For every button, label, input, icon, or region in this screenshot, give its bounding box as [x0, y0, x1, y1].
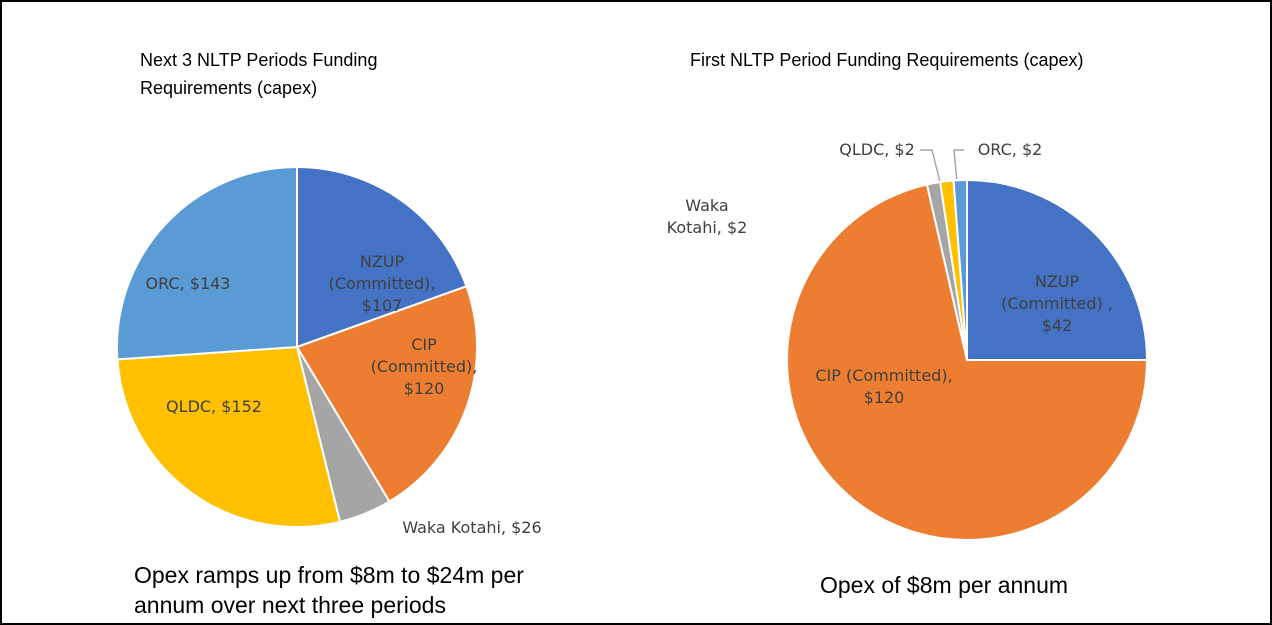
data-label: NZUP (Committed) , $42 — [1001, 272, 1113, 335]
pie-slice — [116, 345, 342, 528]
leader-line — [920, 149, 941, 183]
pie-slice — [966, 178, 1149, 361]
data-label: CIP (Committed), $120 — [815, 366, 953, 407]
note: Opex ramps up from $8m to $24m per annum… — [134, 562, 524, 618]
chart-title: First NLTP Period Funding Requirements (… — [690, 50, 1084, 70]
pie-slice — [786, 183, 1149, 541]
data-label: QLDC, $2 — [839, 140, 915, 159]
data-label: ORC, $143 — [145, 274, 231, 293]
data-label: CIP (Committed), $120 — [370, 335, 478, 398]
data-label: Waka Kotahi, $2 — [666, 196, 748, 237]
pie-slice — [116, 165, 298, 361]
pie-slice — [296, 165, 468, 349]
leader-line — [953, 149, 964, 183]
data-label: ORC, $2 — [977, 140, 1043, 159]
pie-slice — [952, 178, 968, 361]
chart-title: Next 3 NLTP Periods Funding Requirements… — [140, 50, 378, 98]
note: Opex of $8m per annum — [820, 572, 1069, 598]
data-label: NZUP (Committed), $107 — [328, 252, 436, 315]
data-label: QLDC, $152 — [166, 397, 262, 416]
pie-slice — [295, 285, 478, 503]
data-label: Waka Kotahi, $26 — [402, 518, 542, 537]
